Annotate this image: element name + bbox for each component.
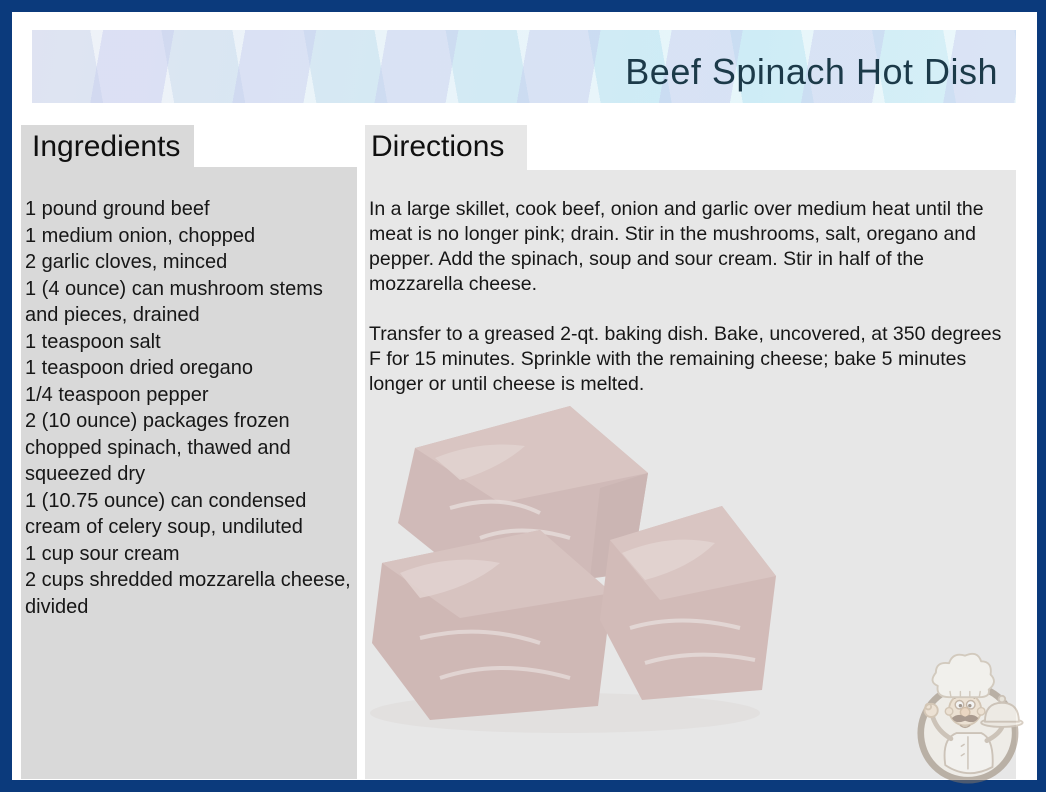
ingredient-item: 1 pound ground beef	[25, 198, 210, 220]
directions-heading: Directions	[371, 130, 505, 163]
ingredients-heading: Ingredients	[32, 130, 181, 163]
ingredients-list: 1 pound ground beef 1 medium onion, chop…	[25, 196, 351, 620]
directions-paragraph: Transfer to a greased 2-qt. baking dish.…	[369, 323, 1002, 395]
ingredients-heading-tab: Ingredients	[21, 125, 194, 170]
ingredient-item: 1/4 teaspoon pepper	[25, 383, 209, 406]
ingredient-item: 2 garlic cloves, minced	[25, 251, 228, 273]
page-title: Beef Spinach Hot Dish	[625, 50, 998, 92]
ingredient-item: 1 teaspoon salt	[25, 330, 161, 353]
ingredient-item: 1 medium onion, chopped	[25, 224, 256, 247]
directions-heading-tab: Directions	[365, 125, 527, 170]
recipe-header: Beef Spinach Hot Dish	[32, 30, 1016, 103]
content-area: Beef Spinach Hot Dish Ingredients 1 poun…	[12, 12, 1037, 784]
ingredient-item: 1 (10.75 ounce) can condensed cream of c…	[25, 489, 307, 539]
directions-paragraph: In a large skillet, cook beef, onion and…	[369, 198, 984, 295]
ingredient-item: 1 cup sour cream	[25, 542, 180, 565]
ingredient-item: 1 teaspoon dried oregano	[25, 357, 253, 379]
ingredient-item: 1 (4 ounce) can mushroom stems and piece…	[25, 277, 323, 327]
ingredient-item: 2 cups shredded mozzarella cheese, divid…	[25, 569, 351, 618]
directions-panel: In a large skillet, cook beef, onion and…	[365, 170, 1016, 779]
ingredient-item: 2 (10 ounce) packages frozen chopped spi…	[25, 410, 291, 485]
ingredients-panel: 1 pound ground beef 1 medium onion, chop…	[21, 167, 357, 779]
